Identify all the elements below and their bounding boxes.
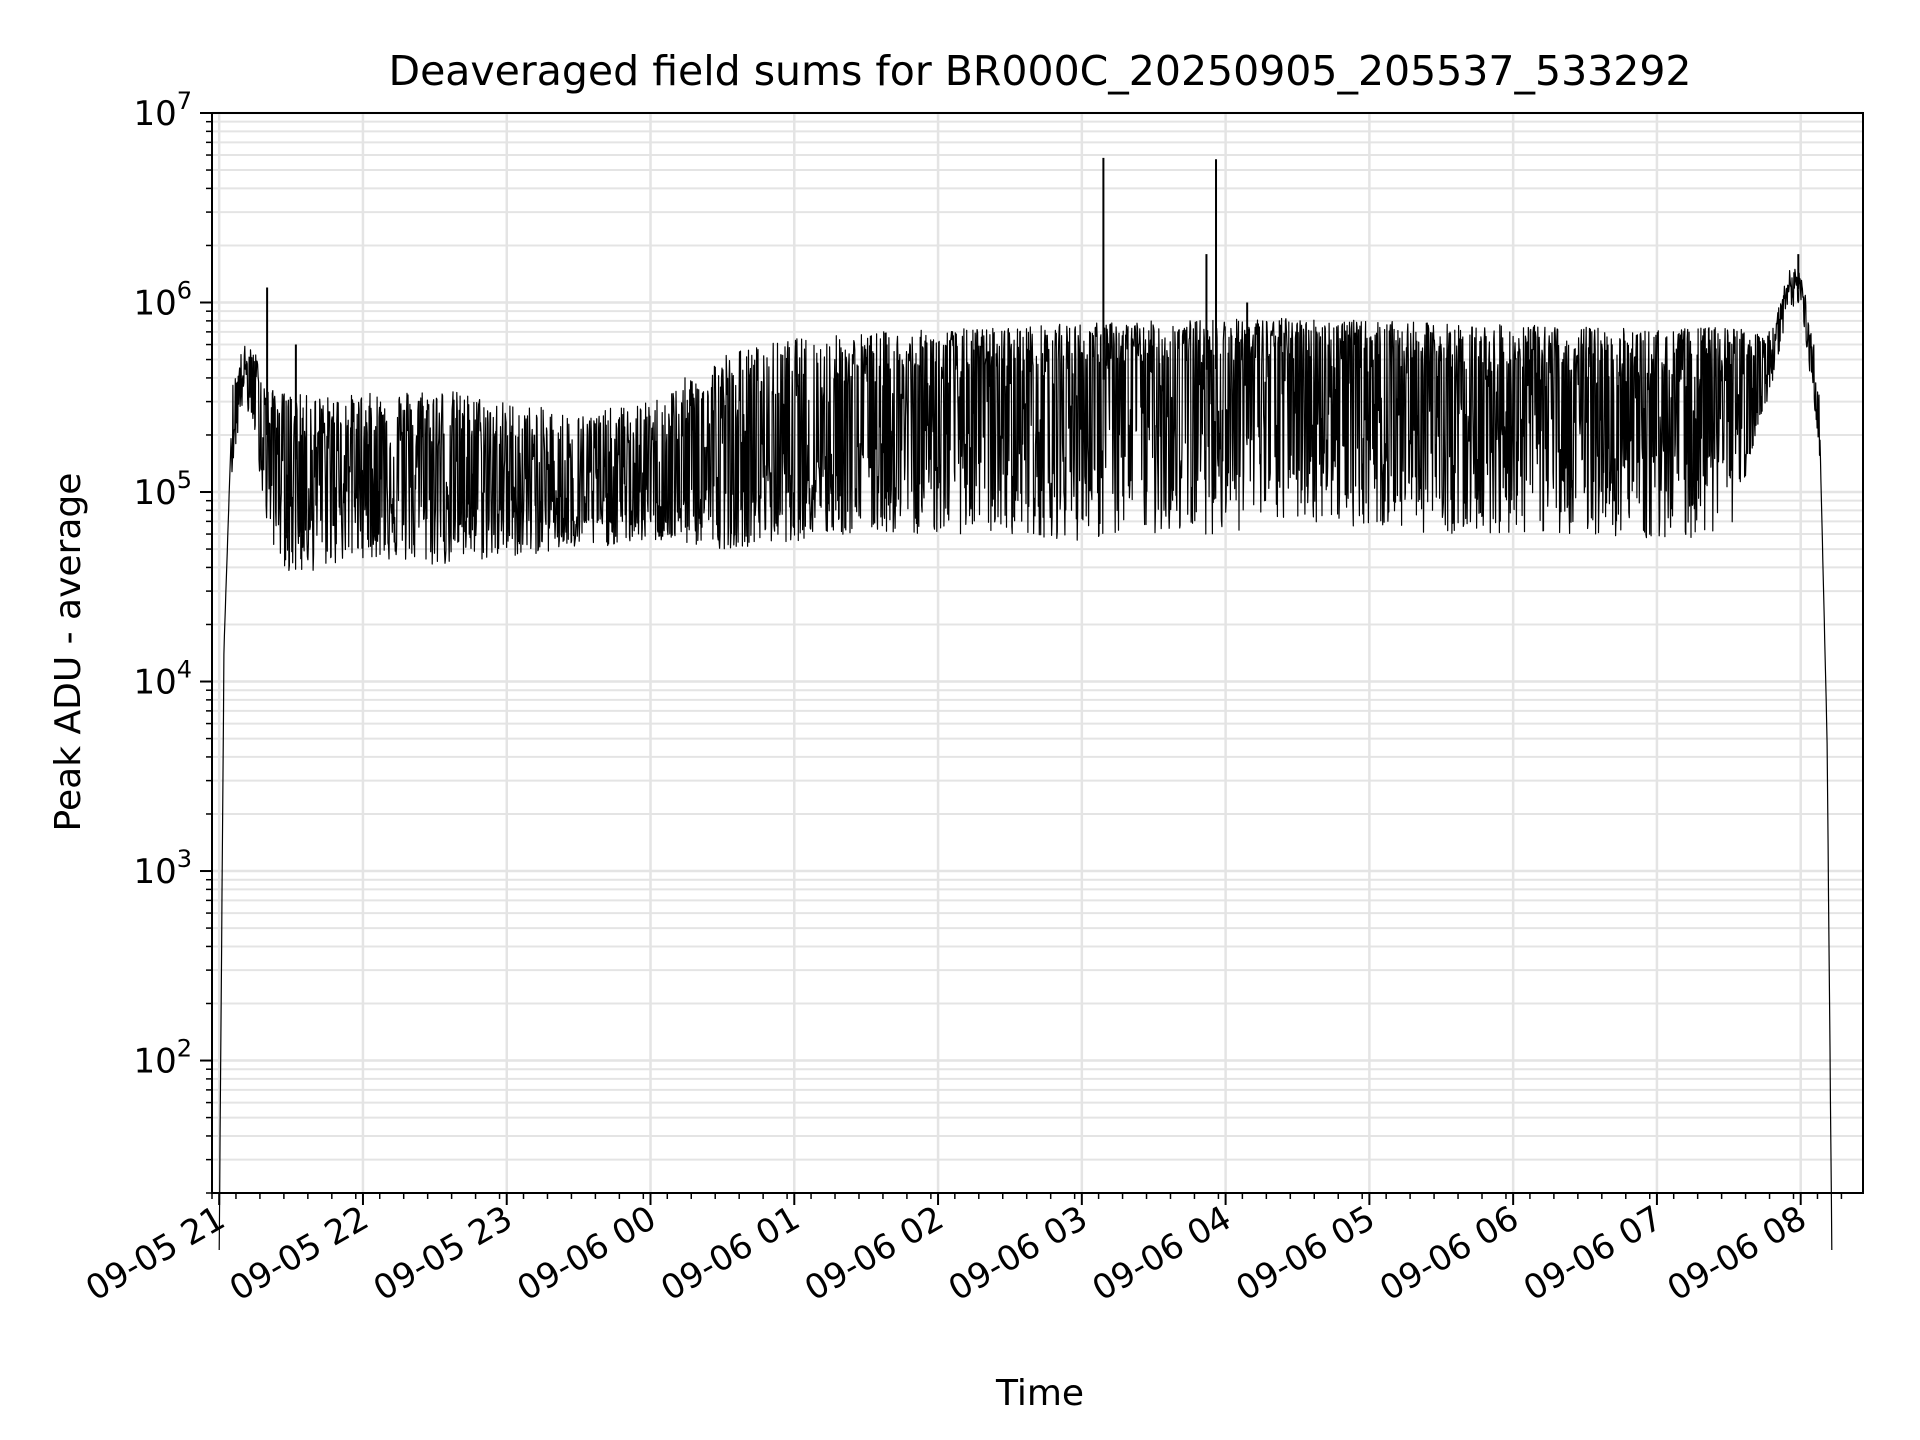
y-tick-label: 106	[133, 277, 192, 324]
chart-title: Deaveraged field sums for BR000C_2025090…	[389, 47, 1692, 95]
plot-frame	[211, 112, 1864, 1194]
x-axis-label: Time	[995, 1373, 1084, 1414]
y-tick-label: 103	[133, 845, 192, 892]
y-tick-label: 105	[133, 466, 192, 513]
data-series	[218, 157, 1833, 1251]
y-axis-label: Peak ADU - average	[48, 473, 89, 832]
y-tick-label: 102	[133, 1035, 192, 1082]
y-tick-label: 107	[133, 87, 192, 134]
series-line	[218, 268, 1833, 1251]
y-axis: 102 103 104 105 106 107	[133, 87, 212, 1194]
y-tick-label: 104	[133, 656, 192, 703]
